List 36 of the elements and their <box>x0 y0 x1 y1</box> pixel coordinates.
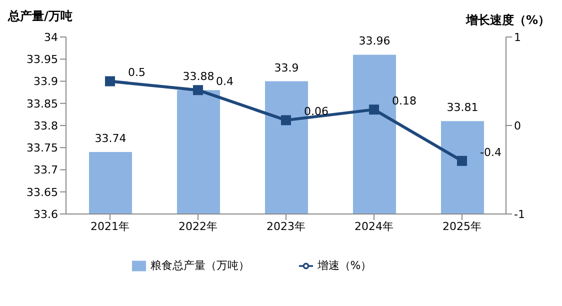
data-label: 0.5 <box>128 66 146 80</box>
data-label: 0.18 <box>392 94 416 108</box>
y2-tick-label: -1 <box>514 208 525 221</box>
x-tick-label: 2023年 <box>266 220 306 233</box>
point <box>281 115 291 126</box>
y-axis-title: 总产量/万吨 <box>8 8 72 25</box>
legend-label: 增速（%） <box>317 259 372 272</box>
point <box>457 156 467 166</box>
data-label: 33.88 <box>182 70 214 84</box>
y2-axis-title: 增长速度（%） <box>466 12 550 29</box>
x-tick-label: 2022年 <box>178 220 218 233</box>
y-tick-label: 33.85 <box>26 97 58 110</box>
legend-label: 粮食总产量（万吨） <box>150 259 250 272</box>
point <box>369 104 379 115</box>
data-label: 33.9 <box>274 61 299 74</box>
data-label: 33.74 <box>94 132 126 146</box>
y-tick-label: 33.65 <box>26 186 58 199</box>
y-tick-label: 34 <box>44 30 58 44</box>
x-tick-label: 2021年 <box>90 220 130 233</box>
y-tick-label: 33.8 <box>34 119 58 132</box>
data-label: 33.81 <box>446 101 478 114</box>
data-label: 0.06 <box>304 105 328 118</box>
y2-tick-label: 0 <box>514 119 521 132</box>
point <box>193 85 203 96</box>
y-tick-label: 33.75 <box>26 142 58 155</box>
x-tick-label: 2025年 <box>442 220 482 233</box>
y-tick-label: 33.7 <box>34 164 58 177</box>
y-tick-label: 33.95 <box>26 53 58 66</box>
y2-tick-label: 1 <box>514 30 521 44</box>
y-tick-label: 33.9 <box>34 75 58 88</box>
data-label: 0.4 <box>216 75 234 88</box>
point <box>105 76 115 86</box>
x-tick-label: 2024年 <box>354 220 394 233</box>
y-tick-label: 33.6 <box>34 208 58 221</box>
data-label: 33.96 <box>358 34 390 48</box>
data-label: -0.4 <box>480 146 502 159</box>
